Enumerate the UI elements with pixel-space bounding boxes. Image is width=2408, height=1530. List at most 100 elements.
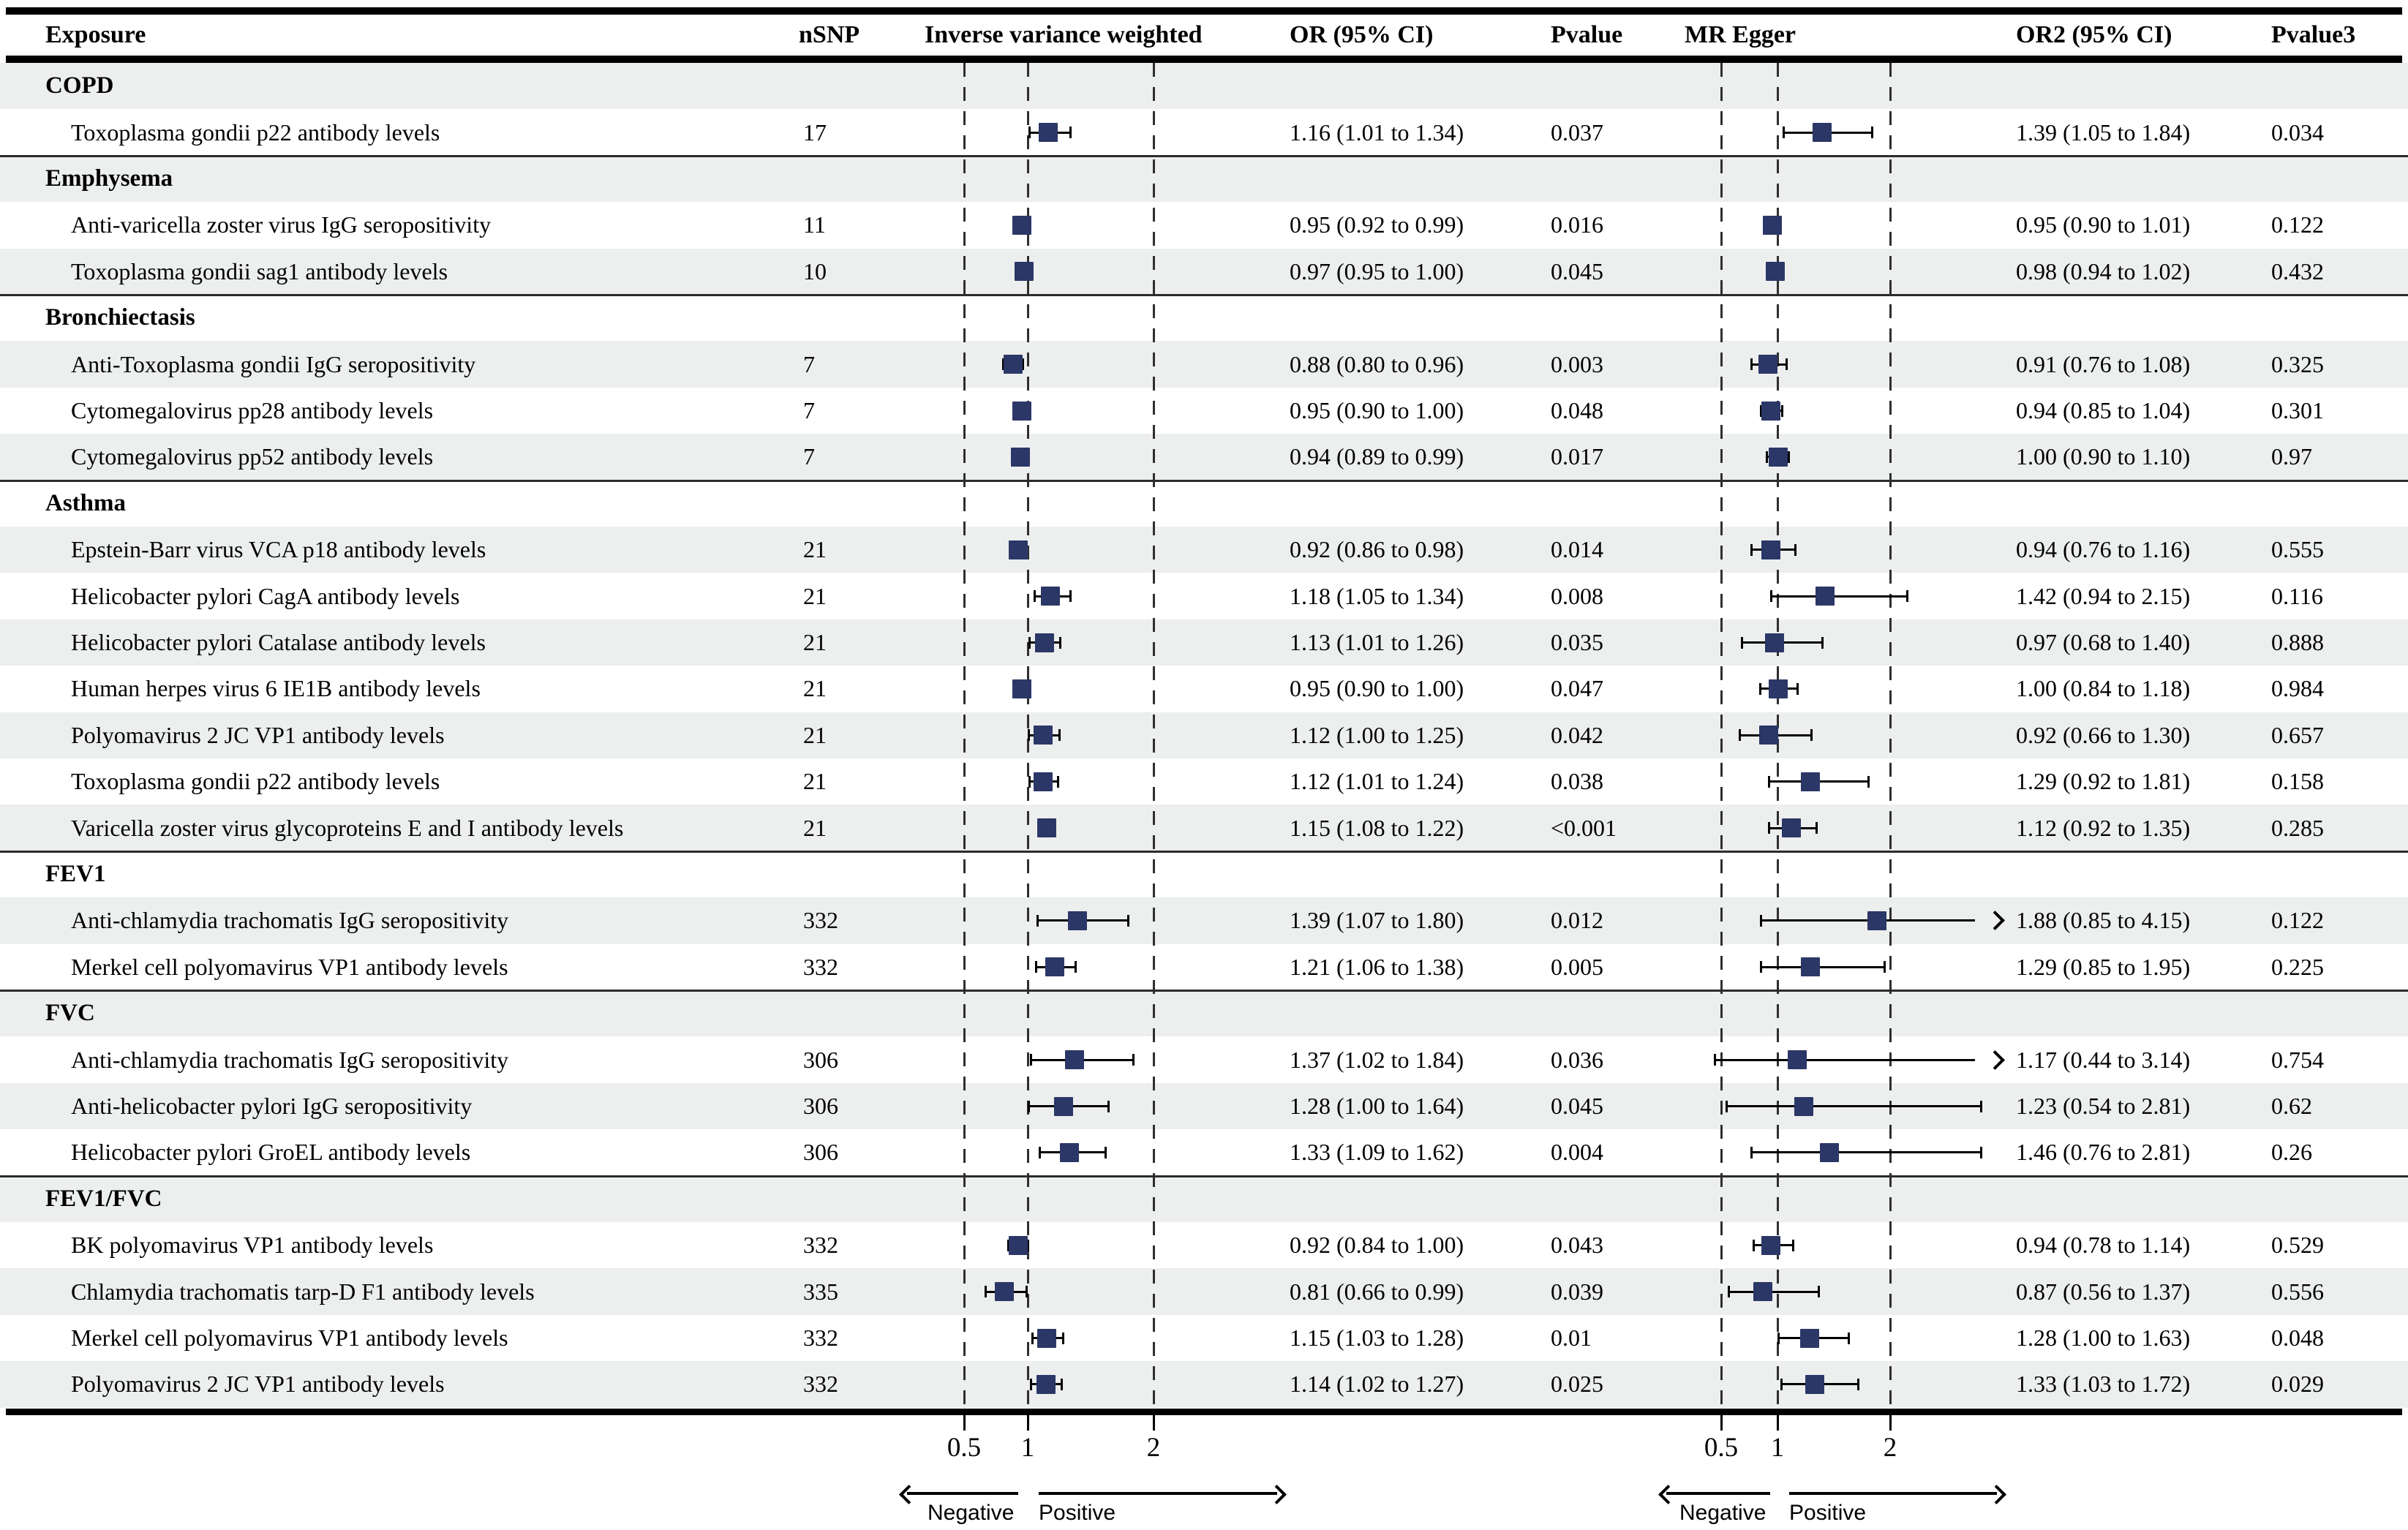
or2-ci-value: 1.17 (0.44 to 3.14) — [2016, 1046, 2191, 1073]
or2-ci-value: 1.29 (0.92 to 1.81) — [2016, 768, 2191, 795]
or-ci-value: 0.88 (0.80 to 0.96) — [1290, 350, 1464, 377]
egger-ci-cap-low — [1739, 729, 1742, 742]
egger-axis-tick-2 — [1889, 1409, 1892, 1431]
group-label: Emphysema — [45, 165, 173, 192]
section-line-above-asthma — [0, 479, 2408, 482]
col-header-mr-egger: MR Egger — [1685, 21, 1796, 48]
ivw-estimate-marker — [1037, 818, 1057, 838]
pvalue-value: 0.038 — [1551, 768, 1603, 795]
or2-ci-value: 0.98 (0.94 to 1.02) — [2016, 257, 2191, 284]
egger-ci-cap-high — [1870, 127, 1873, 139]
ivw-ci-cap-low — [1034, 961, 1037, 973]
egger-ci-cap-low — [1760, 914, 1763, 927]
group-label: FVC — [45, 1000, 95, 1027]
egger-ci-clip-arrow-icon — [1985, 1049, 2005, 1070]
ivw-ci-cap-high — [1069, 127, 1072, 139]
ivw-ci-cap-high — [1105, 1146, 1107, 1158]
egger-ci-whisker — [1750, 1151, 1982, 1154]
egger-ci-cap-low — [1770, 590, 1773, 603]
egger-ci-cap-low — [1752, 1239, 1755, 1251]
pvalue-value: 0.025 — [1551, 1371, 1603, 1398]
data-row-toxoplasma-gondii-p22-antibody-levels: Toxoplasma gondii p22 antibody levels 17 1… — [0, 109, 2408, 155]
pvalue3-value: 0.62 — [2271, 1092, 2312, 1119]
ivw-ci-cap-high — [1069, 590, 1072, 603]
ivw-ci-cap-low — [1027, 1100, 1030, 1112]
ivw-estimate-marker — [1012, 215, 1031, 235]
or2-ci-value: 0.92 (0.66 to 1.30) — [2016, 721, 2191, 748]
pvalue-value: 0.014 — [1551, 536, 1603, 563]
ivw-ci-cap-low — [1029, 1054, 1032, 1066]
ivw-ci-cap-low — [985, 1286, 987, 1298]
egger-ci-cap-high — [1847, 1332, 1850, 1344]
ivw-estimate-marker — [1053, 1096, 1073, 1116]
nsnp-value: 21 — [803, 582, 827, 609]
nsnp-value: 306 — [803, 1139, 838, 1166]
pvalue3-value: 0.301 — [2271, 396, 2324, 423]
ivw-ci-cap-high — [1107, 1100, 1110, 1112]
exposure-label: Toxoplasma gondii p22 antibody levels — [71, 118, 440, 146]
pvalue3-value: 0.048 — [2271, 1324, 2324, 1351]
exposure-label: Anti-chlamydia trachomatis IgG seroposit… — [71, 907, 509, 934]
nsnp-value: 21 — [803, 628, 827, 655]
egger-estimate-marker — [1761, 1235, 1781, 1255]
egger-ci-cap-low — [1727, 1286, 1730, 1298]
or-ci-value: 1.16 (1.01 to 1.34) — [1290, 118, 1464, 146]
pvalue-value: 0.039 — [1551, 1278, 1603, 1305]
group-label: FEV1 — [45, 860, 106, 887]
section-line-above-emphysema — [0, 154, 2408, 157]
exposure-label: Helicobacter pylori CagA antibody levels — [71, 582, 460, 609]
egger-ci-cap-low — [1780, 1378, 1783, 1390]
ivw-estimate-marker — [994, 1282, 1014, 1302]
ivw-ci-cap-high — [1058, 729, 1061, 742]
group-row-fev1: FEV1 — [0, 851, 2408, 897]
or-ci-value: 1.33 (1.09 to 1.62) — [1290, 1139, 1464, 1166]
ivw-axis-tick-0_5 — [963, 1409, 966, 1431]
data-row-cytomegalovirus-pp28-antibody-levels: Cytomegalovirus pp28 antibody levels 7 0.9… — [0, 388, 2408, 434]
egger-estimate-marker — [1764, 633, 1784, 652]
data-row-helicobacter-pylori-groel-antibody-levels: Helicobacter pylori GroEL antibody level… — [0, 1129, 2408, 1175]
or2-ci-value: 1.39 (1.05 to 1.84) — [2016, 118, 2191, 146]
exposure-label: Polyomavirus 2 JC VP1 antibody levels — [71, 1371, 445, 1398]
egger-estimate-marker — [1801, 772, 1821, 791]
exposure-label: Varicella zoster virus glycoproteins E a… — [71, 814, 624, 841]
pvalue3-value: 0.158 — [2271, 768, 2324, 795]
or2-ci-value: 0.94 (0.85 to 1.04) — [2016, 396, 2191, 423]
ivw-refline-2 — [1153, 63, 1155, 1409]
pvalue-value: 0.045 — [1551, 1092, 1603, 1119]
col-header-pvalue: Pvalue — [1551, 21, 1623, 48]
egger-estimate-marker — [1812, 123, 1832, 143]
or-ci-value: 1.13 (1.01 to 1.26) — [1290, 628, 1464, 655]
group-row-fev1-fvc: FEV1/FVC — [0, 1175, 2408, 1222]
ivw-ci-cap-high — [1021, 358, 1024, 371]
or2-ci-value: 1.46 (0.76 to 2.81) — [2016, 1139, 2191, 1166]
group-row-asthma: Asthma — [0, 481, 2408, 527]
egger-estimate-marker — [1801, 957, 1821, 977]
exposure-label: Polyomavirus 2 JC VP1 antibody levels — [71, 721, 445, 748]
nsnp-value: 7 — [803, 443, 815, 470]
nsnp-value: 7 — [803, 396, 815, 423]
group-row-fvc: FVC — [0, 990, 2408, 1037]
or2-ci-value: 1.33 (1.03 to 1.72) — [2016, 1371, 2191, 1398]
or-ci-value: 0.92 (0.84 to 1.00) — [1290, 1232, 1464, 1259]
pvalue3-value: 0.657 — [2271, 721, 2324, 748]
nsnp-value: 21 — [803, 536, 827, 563]
col-header-nsnp: nSNP — [799, 21, 860, 48]
pvalue3-value: 0.225 — [2271, 953, 2324, 980]
section-line-above-fev1-fvc — [0, 1175, 2408, 1177]
ivw-estimate-marker — [1041, 587, 1061, 606]
ivw-ci-cap-low — [1028, 127, 1031, 139]
exposure-label: Helicobacter pylori Catalase antibody le… — [71, 628, 486, 655]
exposure-label: Anti-helicobacter pylori IgG seropositiv… — [71, 1092, 473, 1119]
or-ci-value: 0.95 (0.90 to 1.00) — [1290, 396, 1464, 423]
egger-ci-cap-high — [1867, 775, 1870, 788]
ivw-ci-cap-high — [1132, 1054, 1135, 1066]
exposure-label: Merkel cell polyomavirus VP1 antibody le… — [71, 953, 508, 980]
egger-ci-whisker — [1771, 595, 1908, 598]
or-ci-value: 0.95 (0.92 to 0.99) — [1290, 211, 1464, 238]
or-ci-value: 1.12 (1.00 to 1.25) — [1290, 721, 1464, 748]
pvalue3-value: 0.26 — [2271, 1139, 2312, 1166]
ivw-estimate-marker — [1015, 262, 1034, 282]
ivw-ci-cap-low — [1036, 914, 1039, 927]
egger-ci-cap-high — [1792, 1239, 1795, 1251]
